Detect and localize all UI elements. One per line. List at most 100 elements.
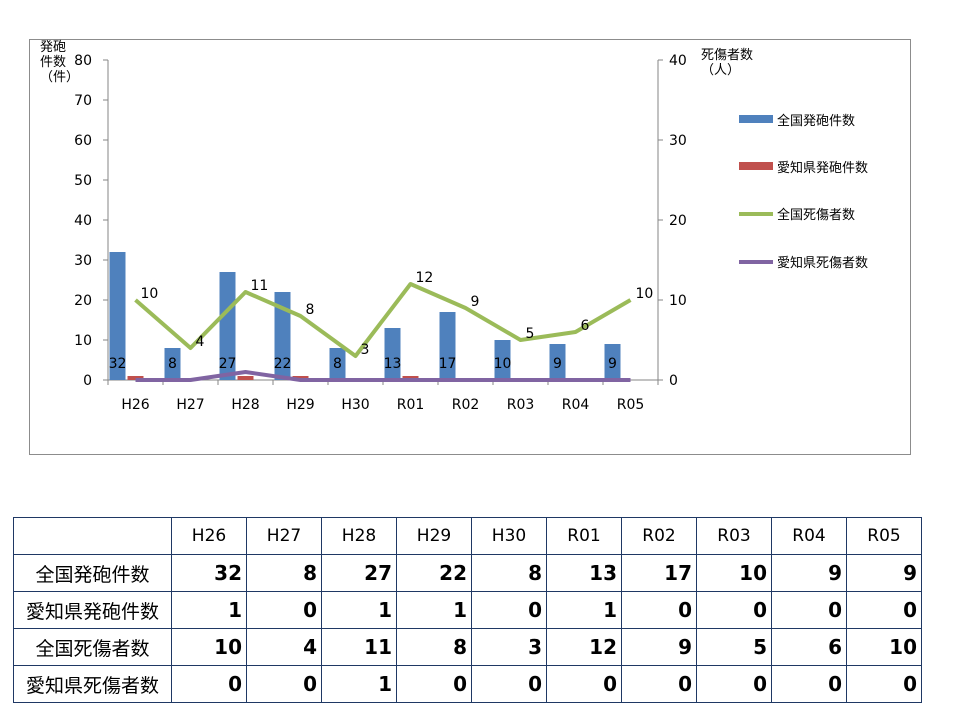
- y-tick-label: 40: [74, 213, 92, 229]
- table-cell: 13: [546, 554, 622, 592]
- y-tick-label: 10: [74, 333, 92, 349]
- table-cell: 0: [696, 665, 772, 703]
- y2-tick-label: 10: [669, 293, 687, 309]
- table-row: 愛知県発砲件数 1 0 1 1 0 1 0 0 0 0: [13, 591, 922, 629]
- table-cell: 0: [846, 591, 922, 629]
- bars: [109, 252, 621, 380]
- y-axis-title: 発砲 件数 （件）: [40, 40, 80, 85]
- y2-tick-label: 0: [669, 373, 678, 389]
- table-cell: 6: [771, 628, 847, 666]
- x-tick-label: H30: [341, 397, 369, 413]
- table-row-label: 全国死傷者数: [13, 628, 172, 666]
- chart-area: [29, 39, 911, 455]
- bar: [274, 292, 291, 380]
- table-cell: 0: [171, 665, 247, 703]
- table-cell: 0: [471, 665, 547, 703]
- y2-tick-label: 40: [669, 53, 687, 69]
- bar: [219, 272, 236, 380]
- table-row-label: 全国発砲件数: [13, 554, 172, 592]
- table-header-cell: R02: [621, 517, 697, 555]
- line-data-label: 9: [471, 294, 480, 310]
- legend-swatch: [739, 115, 773, 123]
- table-header-cell: R04: [771, 517, 847, 555]
- bar-data-label: 10: [494, 356, 512, 372]
- table-cell: 27: [321, 554, 397, 592]
- line-data-label: 10: [141, 286, 159, 302]
- line-data-label: 12: [416, 270, 434, 286]
- x-tick-label: R03: [507, 397, 535, 413]
- line-data-label: 6: [581, 318, 590, 334]
- table-cell: 22: [396, 554, 472, 592]
- bar: [549, 344, 566, 380]
- table-corner-cell: [13, 517, 172, 555]
- y-tick-label: 30: [74, 253, 92, 269]
- y-tick-label: 20: [74, 293, 92, 309]
- table-cell: 0: [771, 665, 847, 703]
- x-tick-label: R04: [562, 397, 590, 413]
- series-line: [135, 370, 631, 382]
- table-row: 全国死傷者数 10 4 11 8 3 12 9 5 6 10: [13, 628, 922, 666]
- y-tick-label: 50: [74, 173, 92, 189]
- line-data-label: 11: [251, 278, 269, 294]
- table-row-label: 愛知県発砲件数: [13, 591, 172, 629]
- line-data-label: 4: [196, 334, 205, 350]
- table-cell: 12: [546, 628, 622, 666]
- y-tick-label: 70: [74, 93, 92, 109]
- bar-data-label: 8: [168, 356, 177, 372]
- combo-chart: 0 10 20 30 40 50 60 70 80 0 10 20 30 40 H26 H27 H28 H29 H3…: [74, 53, 868, 413]
- table-cell: 32: [171, 554, 247, 592]
- table-cell: 8: [396, 628, 472, 666]
- table-cell: 0: [396, 665, 472, 703]
- table-cell: 3: [471, 628, 547, 666]
- legend-label: 愛知県発砲件数: [777, 160, 868, 176]
- data-table: H26 H27 H28 H29 H30 R01 R02 R03 R04 R05 全国発砲件数 32 8…: [13, 517, 922, 703]
- table-row-label: 愛知県死傷者数: [13, 665, 172, 703]
- x-tick-label: H26: [121, 397, 149, 413]
- table-cell: 9: [621, 628, 697, 666]
- bar-data-label: 22: [274, 356, 292, 372]
- y2-tick-label: 30: [669, 133, 687, 149]
- lines: [134, 282, 632, 382]
- x-tick-label: R01: [397, 397, 425, 413]
- table-header-cell: R01: [546, 517, 622, 555]
- x-tick-label: H29: [286, 397, 314, 413]
- bar-data-label: 17: [439, 356, 457, 372]
- table-cell: 0: [696, 591, 772, 629]
- table-header-cell: R03: [696, 517, 772, 555]
- table-cell: 10: [696, 554, 772, 592]
- y-tick-label: 60: [74, 133, 92, 149]
- table-cell: 1: [171, 591, 247, 629]
- table-cell: 0: [621, 591, 697, 629]
- table-header-cell: H26: [171, 517, 247, 555]
- legend-label: 全国死傷者数: [777, 207, 855, 223]
- x-tick-label: R02: [452, 397, 480, 413]
- bar: [384, 328, 401, 380]
- legend-swatch: [739, 162, 773, 170]
- table-cell: 9: [771, 554, 847, 592]
- y2-tick-label: 20: [669, 213, 687, 229]
- bar: [164, 348, 181, 380]
- table-header-cell: H28: [321, 517, 397, 555]
- bar-data-label: 27: [219, 356, 237, 372]
- line-data-label: 3: [361, 342, 370, 358]
- table-row: 全国発砲件数 32 8 27 22 8 13 17 10 9 9: [13, 554, 922, 592]
- bar-data-label: 13: [384, 356, 402, 372]
- bar: [237, 376, 254, 380]
- line-data-label: 8: [306, 302, 315, 318]
- table-cell: 0: [771, 591, 847, 629]
- legend-label: 全国発砲件数: [777, 113, 855, 129]
- table-cell: 4: [246, 628, 322, 666]
- y-tick-label: 0: [83, 373, 92, 389]
- table-header-cell: H27: [246, 517, 322, 555]
- data-labels: 32 8 27 22 8 13 17 10 9 9 10 4 11 8 3 12 9 5 6 10: [109, 270, 654, 372]
- bar: [439, 312, 456, 380]
- bar: [109, 252, 126, 380]
- table-cell: 10: [846, 628, 922, 666]
- bar-data-label: 9: [553, 356, 562, 372]
- table-cell: 1: [321, 591, 397, 629]
- table-cell: 8: [471, 554, 547, 592]
- x-tick-label: H28: [231, 397, 259, 413]
- table-cell: 0: [246, 665, 322, 703]
- table-cell: 11: [321, 628, 397, 666]
